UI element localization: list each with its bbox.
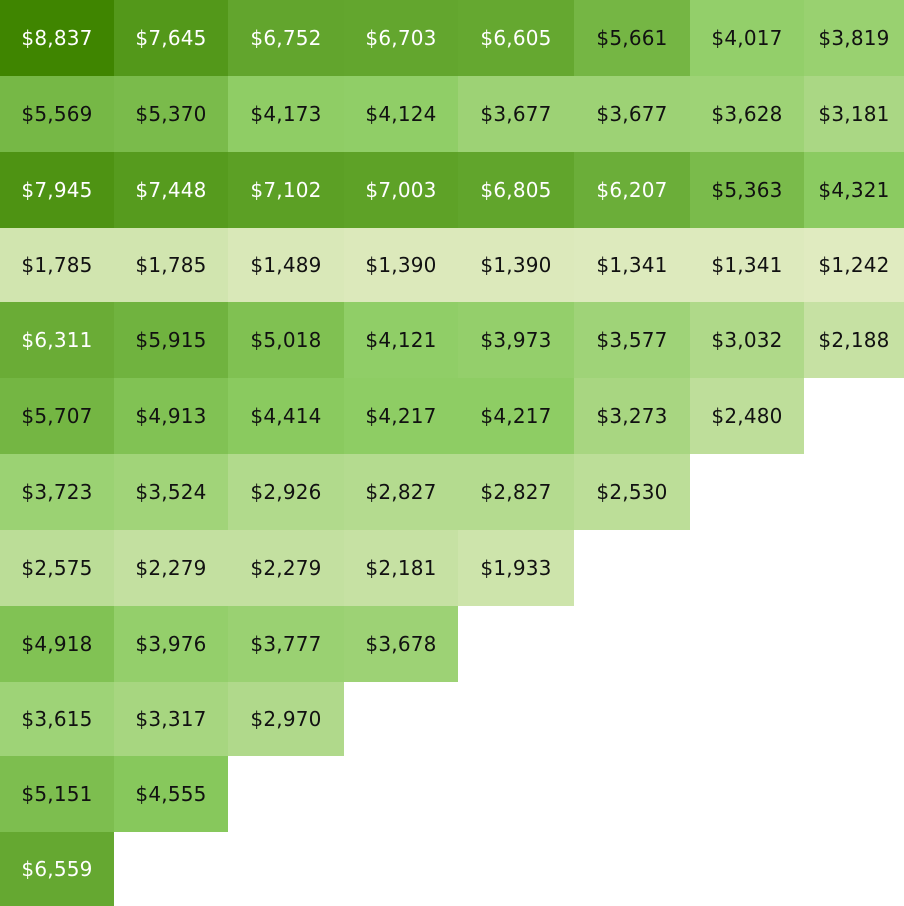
heatmap-cell: $2,926	[228, 454, 344, 530]
heatmap-cell: $4,124	[344, 76, 458, 152]
heatmap-cell: $2,575	[0, 530, 114, 606]
heatmap-cell: $4,555	[114, 756, 228, 832]
heatmap-cell: $5,370	[114, 76, 228, 152]
heatmap-cell: $7,003	[344, 152, 458, 228]
heatmap-cell: $3,317	[114, 682, 228, 756]
heatmap-cell: $5,915	[114, 302, 228, 378]
heatmap-cell: $6,559	[0, 832, 114, 906]
heatmap-cell: $4,017	[690, 0, 804, 76]
heatmap-cell: $4,321	[804, 152, 904, 228]
heatmap-cell: $1,489	[228, 228, 344, 302]
heatmap-cell: $3,723	[0, 454, 114, 530]
heatmap-cell: $5,661	[574, 0, 690, 76]
heatmap-cell: $3,677	[574, 76, 690, 152]
heatmap-cell: $1,933	[458, 530, 574, 606]
heatmap-cell: $2,188	[804, 302, 904, 378]
heatmap-cell: $8,837	[0, 0, 114, 76]
heatmap-cell: $3,032	[690, 302, 804, 378]
heatmap-cell: $1,785	[0, 228, 114, 302]
heatmap-cell: $1,341	[574, 228, 690, 302]
heatmap-cell: $6,311	[0, 302, 114, 378]
heatmap-cell: $2,279	[114, 530, 228, 606]
heatmap-cell: $4,217	[344, 378, 458, 454]
heatmap-cell: $3,777	[228, 606, 344, 682]
heatmap-cell: $5,707	[0, 378, 114, 454]
heatmap-cell: $1,341	[690, 228, 804, 302]
heatmap-cell: $2,181	[344, 530, 458, 606]
heatmap-cell: $1,785	[114, 228, 228, 302]
heatmap-cell: $3,524	[114, 454, 228, 530]
heatmap-cell: $3,181	[804, 76, 904, 152]
heatmap-cell: $1,390	[458, 228, 574, 302]
heatmap-cell: $5,363	[690, 152, 804, 228]
heatmap-cell: $2,827	[344, 454, 458, 530]
heatmap-cell: $2,530	[574, 454, 690, 530]
heatmap-cell: $4,173	[228, 76, 344, 152]
heatmap-cell: $1,390	[344, 228, 458, 302]
heatmap-cell: $7,102	[228, 152, 344, 228]
heatmap-cell: $6,605	[458, 0, 574, 76]
heatmap-cell: $5,569	[0, 76, 114, 152]
heatmap-cell: $2,480	[690, 378, 804, 454]
heatmap-cell: $3,577	[574, 302, 690, 378]
heatmap-cell: $1,242	[804, 228, 904, 302]
heatmap-cell: $3,273	[574, 378, 690, 454]
heatmap-cell: $3,819	[804, 0, 904, 76]
heatmap-cell: $3,677	[458, 76, 574, 152]
heatmap-cell: $2,827	[458, 454, 574, 530]
heatmap-cell: $4,414	[228, 378, 344, 454]
heatmap-cell: $3,973	[458, 302, 574, 378]
heatmap-cell: $4,217	[458, 378, 574, 454]
heatmap-cell: $6,805	[458, 152, 574, 228]
heatmap-cell: $6,703	[344, 0, 458, 76]
heatmap-cell: $4,913	[114, 378, 228, 454]
heatmap-cell: $6,752	[228, 0, 344, 76]
heatmap-cell: $3,615	[0, 682, 114, 756]
heatmap-cell: $2,279	[228, 530, 344, 606]
heatmap-cell: $6,207	[574, 152, 690, 228]
heatmap-cell: $7,448	[114, 152, 228, 228]
heatmap-cell: $3,628	[690, 76, 804, 152]
heatmap-cell: $3,678	[344, 606, 458, 682]
heatmap-cell: $5,151	[0, 756, 114, 832]
heatmap-cell: $5,018	[228, 302, 344, 378]
heatmap-cell: $4,918	[0, 606, 114, 682]
heatmap-cell: $7,945	[0, 152, 114, 228]
heatmap-cell: $4,121	[344, 302, 458, 378]
heatmap-cell: $2,970	[228, 682, 344, 756]
heatmap-cell: $3,976	[114, 606, 228, 682]
heatmap-cell: $7,645	[114, 0, 228, 76]
